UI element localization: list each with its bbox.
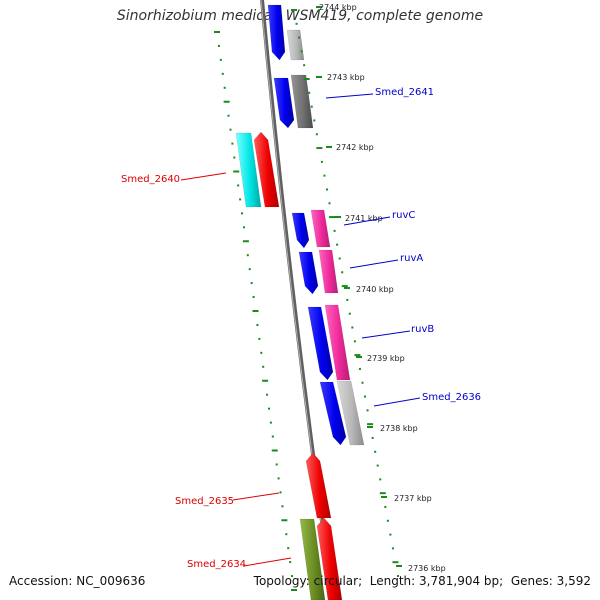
gene-label[interactable]: Smed_2640	[121, 174, 180, 185]
feature-ruva-cds[interactable]	[318, 249, 339, 294]
feature-2641[interactable]	[273, 77, 295, 129]
kbp-tick-label: 2742 kbp	[336, 143, 374, 152]
kbp-tick-label: 2744 kbp	[319, 3, 357, 12]
gene-label-leader	[325, 93, 374, 99]
feature-2644[interactable]	[267, 4, 286, 61]
feature-ruva[interactable]	[298, 251, 319, 295]
genes-value: 3,592	[556, 574, 591, 588]
gene-label[interactable]: Smed_2636	[422, 392, 481, 403]
gene-label-group: Smed_2641 Smed_2640 ruvC ruvA ruvB Smed_…	[121, 87, 481, 570]
accession-value: NC_009636	[76, 574, 146, 588]
feature-ruvc[interactable]	[291, 212, 310, 249]
gene-label[interactable]: ruvB	[411, 324, 434, 335]
feature-ruvb[interactable]	[307, 306, 334, 381]
kbp-scale: 2744 kbp 2743 kbp 2742 kbp 2741 kbp 2740…	[316, 3, 446, 573]
length-value: 3,781,904 bp	[419, 574, 500, 588]
feature-2644-cds[interactable]	[286, 29, 305, 61]
gene-label[interactable]: Smed_2634	[187, 559, 246, 570]
feature-2640-cds[interactable]	[253, 131, 280, 208]
gene-label-leader	[180, 172, 227, 181]
feature-track-group	[235, 4, 365, 600]
kbp-tick-label: 2737 kbp	[394, 494, 432, 503]
kbp-tick-label: 2736 kbp	[408, 564, 446, 573]
feature-2636-cds[interactable]	[336, 380, 365, 446]
kbp-tick-label: 2741 kbp	[345, 214, 383, 223]
topology-label: Topology:	[253, 574, 310, 588]
feature-ruvb-cds[interactable]	[324, 304, 351, 381]
length-label: Length:	[369, 574, 416, 588]
feature-2635[interactable]	[305, 452, 332, 519]
feature-2634-cds[interactable]	[316, 517, 343, 600]
map-title: Sinorhizobium medicae WSM419, complete g…	[116, 8, 484, 24]
gene-label[interactable]: Smed_2641	[375, 87, 434, 98]
kbp-tick-label: 2738 kbp	[380, 424, 418, 433]
genome-stats-footer: Topology: circular; Length: 3,781,904 bp…	[253, 574, 591, 588]
feature-2636[interactable]	[319, 381, 347, 446]
gene-label-leader	[243, 557, 292, 567]
gene-label[interactable]: ruvA	[400, 253, 423, 264]
feature-2634-gene[interactable]	[299, 518, 326, 600]
kbp-tick-label: 2739 kbp	[367, 354, 405, 363]
kbp-tick-label: 2740 kbp	[356, 285, 394, 294]
scale-dot-tracks	[214, 9, 399, 591]
feature-2641-cds[interactable]	[290, 74, 314, 129]
gene-label-leader	[349, 259, 399, 269]
gene-label[interactable]: ruvC	[392, 210, 415, 221]
genes-label: Genes:	[510, 574, 553, 588]
topology-value: circular	[313, 574, 359, 588]
gene-label-leader	[232, 492, 280, 501]
kbp-tick-label: 2743 kbp	[327, 73, 365, 82]
gene-label-leader	[343, 216, 391, 226]
gene-label-leader	[361, 330, 411, 339]
accession-label: Accession:	[9, 574, 73, 588]
gene-label-leader	[373, 397, 421, 407]
feature-ruvc-cds[interactable]	[310, 209, 331, 248]
feature-2640-gene[interactable]	[235, 132, 262, 208]
gene-label[interactable]: Smed_2635	[175, 496, 234, 507]
accession-footer: Accession: NC_009636	[9, 574, 145, 588]
